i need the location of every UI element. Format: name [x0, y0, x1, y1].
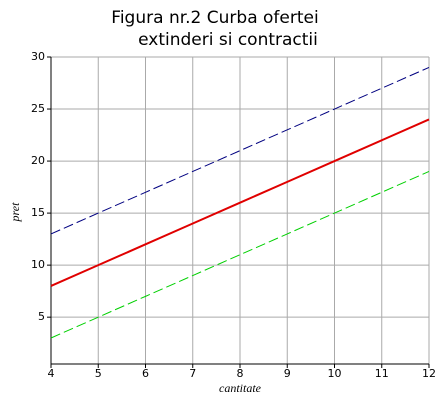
y-tick-label: 30 — [31, 50, 45, 63]
series-line — [50, 171, 430, 339]
x-tick-label: 10 — [328, 367, 342, 380]
y-tick-label: 25 — [31, 102, 45, 115]
x-tick-label: 12 — [422, 367, 436, 380]
y-tick-label: 20 — [31, 154, 45, 167]
series-line — [50, 66, 430, 235]
y-axis-label: pret — [8, 202, 22, 223]
y-tick-label: 15 — [31, 206, 45, 219]
y-tick-label: 5 — [38, 310, 45, 323]
y-tick-label: 10 — [31, 258, 45, 271]
x-tick-label: 8 — [237, 367, 244, 380]
x-tick-label: 7 — [189, 367, 196, 380]
chart-title: Figura nr.2 Curba ofertei — [111, 8, 318, 28]
x-tick-label: 9 — [284, 367, 291, 380]
x-tick-label: 5 — [95, 367, 102, 380]
x-tick-label: 11 — [375, 367, 389, 380]
chart-title: extinderi si contractii — [138, 30, 318, 50]
x-tick-label: 4 — [48, 367, 55, 380]
x-axis-label: cantitate — [219, 381, 262, 395]
x-tick-label: 6 — [142, 367, 149, 380]
series-line — [50, 118, 430, 287]
